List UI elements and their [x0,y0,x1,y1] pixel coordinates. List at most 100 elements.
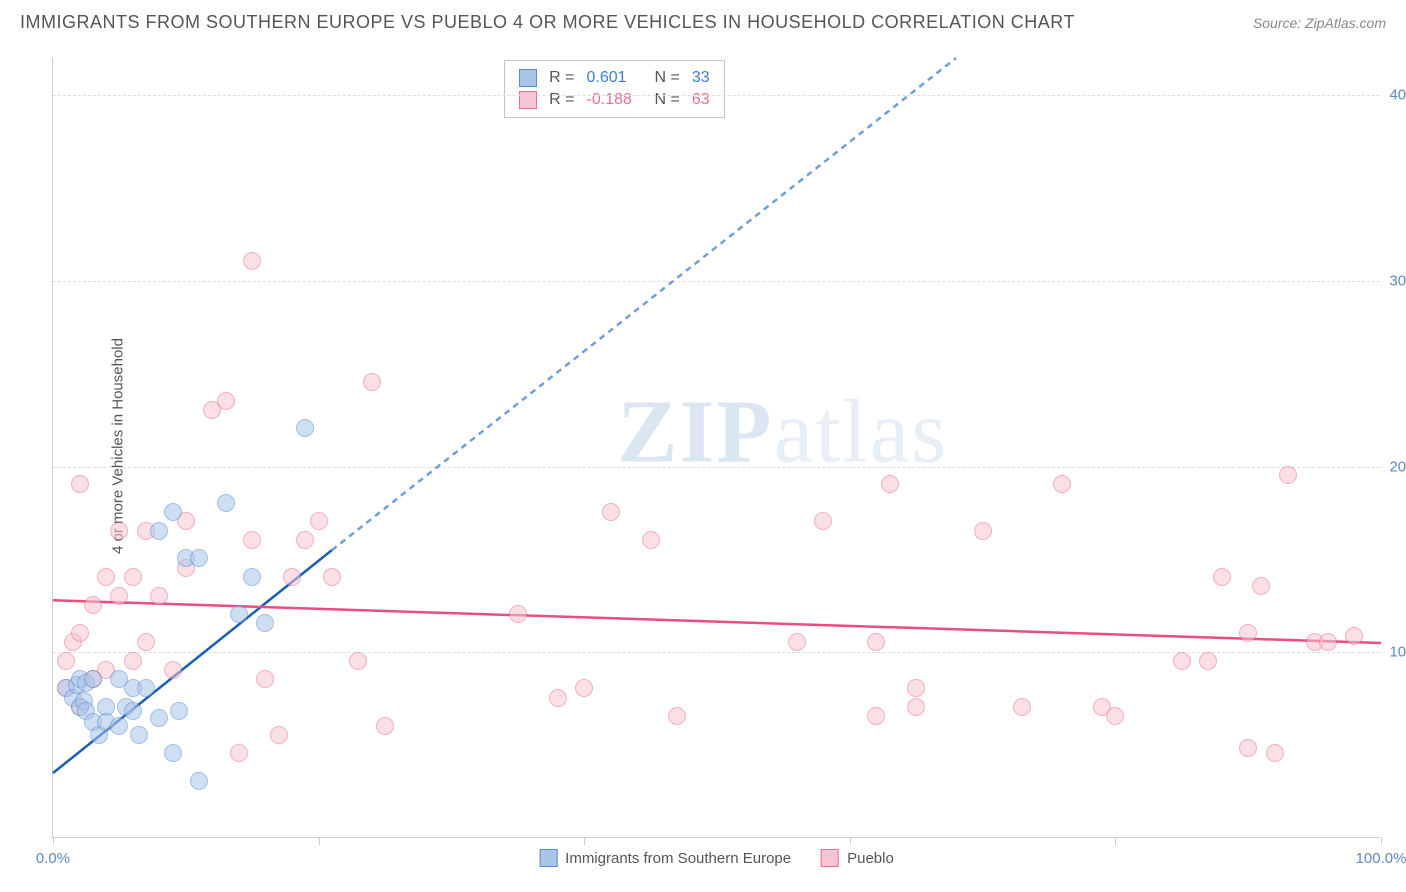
pink-point [867,707,885,725]
pink-point [124,568,142,586]
pink-point [310,512,328,530]
blue-point [150,709,168,727]
pink-point [602,503,620,521]
blue-point [217,494,235,512]
source-attribution: Source: ZipAtlas.com [1253,15,1386,31]
blue-legend-swatch [539,849,557,867]
pink-point [71,624,89,642]
n-label: N = [655,69,680,87]
legend-item-blue: Immigrants from Southern Europe [539,849,791,867]
pink-legend-swatch [821,849,839,867]
pink-point [363,373,381,391]
pink-point [217,392,235,410]
pink-point [1279,466,1297,484]
pink-point [349,652,367,670]
pink-point [243,531,261,549]
pink-point [57,652,75,670]
blue-point [124,702,142,720]
blue-point [170,702,188,720]
pink-point [150,587,168,605]
blue-point [190,772,208,790]
correlation-stats-box: R = 0.601 N = 33 R = -0.188 N = 63 [504,60,724,118]
pink-point [124,652,142,670]
blue-point [243,568,261,586]
chart-title: IMMIGRANTS FROM SOUTHERN EUROPE VS PUEBL… [20,12,1075,33]
r-value-pink: -0.188 [587,91,643,109]
n-label: N = [655,91,680,109]
r-label: R = [549,91,574,109]
stats-row-pink: R = -0.188 N = 63 [519,89,709,111]
x-tick [1115,837,1116,845]
blue-point [296,419,314,437]
pink-point [1239,739,1257,757]
pink-point [243,252,261,270]
pink-swatch [519,91,537,109]
x-tick [584,837,585,845]
pink-point [283,568,301,586]
pink-point [110,522,128,540]
grid-line [53,467,1380,468]
pink-point [881,475,899,493]
legend-label-blue: Immigrants from Southern Europe [565,850,791,867]
pink-point [509,605,527,623]
y-tick-label: 20.0% [1384,458,1406,475]
pink-point [137,633,155,651]
y-tick-label: 40.0% [1384,87,1406,104]
r-value-blue: 0.601 [587,69,643,87]
series-legend: Immigrants from Southern Europe Pueblo [539,849,894,867]
pink-point [84,596,102,614]
grid-line [53,95,1380,96]
r-label: R = [549,69,574,87]
n-value-pink: 63 [692,91,710,109]
pink-point [575,679,593,697]
x-tick-label: 0.0% [36,850,70,867]
pink-point [1319,633,1337,651]
pink-point [1173,652,1191,670]
n-value-blue: 33 [692,69,710,87]
pink-point [376,717,394,735]
pink-point [642,531,660,549]
pink-point [867,633,885,651]
x-tick [53,837,54,845]
blue-point [190,549,208,567]
blue-point [84,670,102,688]
blue-point [230,605,248,623]
pink-point [230,744,248,762]
pink-point [788,633,806,651]
pink-point [549,689,567,707]
pink-point [907,679,925,697]
pink-point [71,475,89,493]
x-tick [319,837,320,845]
blue-point [164,503,182,521]
pink-point [1013,698,1031,716]
pink-point [1053,475,1071,493]
stats-row-blue: R = 0.601 N = 33 [519,67,709,89]
pink-point [1252,577,1270,595]
x-tick [850,837,851,845]
pink-point [1239,624,1257,642]
pink-point [814,512,832,530]
legend-label-pink: Pueblo [847,850,894,867]
blue-swatch [519,69,537,87]
pink-point [974,522,992,540]
pink-point [1106,707,1124,725]
x-tick-label: 100.0% [1356,850,1406,867]
legend-item-pink: Pueblo [821,849,894,867]
pink-point [1213,568,1231,586]
regression-lines [53,58,1381,838]
blue-point [137,679,155,697]
pink-point [668,707,686,725]
watermark-text: ZIPatlas [617,380,948,483]
pink-point [164,661,182,679]
scatter-chart: ZIPatlas R =0.601N =33R =-0.188N =63 Imm… [52,58,1380,838]
blue-point [130,726,148,744]
pink-point [110,587,128,605]
blue-point [256,614,274,632]
x-tick [1381,837,1382,845]
pink-point [256,670,274,688]
grid-line [53,281,1380,282]
pink-point [1199,652,1217,670]
blue-point [164,744,182,762]
y-tick-label: 30.0% [1384,272,1406,289]
blue-point [150,522,168,540]
